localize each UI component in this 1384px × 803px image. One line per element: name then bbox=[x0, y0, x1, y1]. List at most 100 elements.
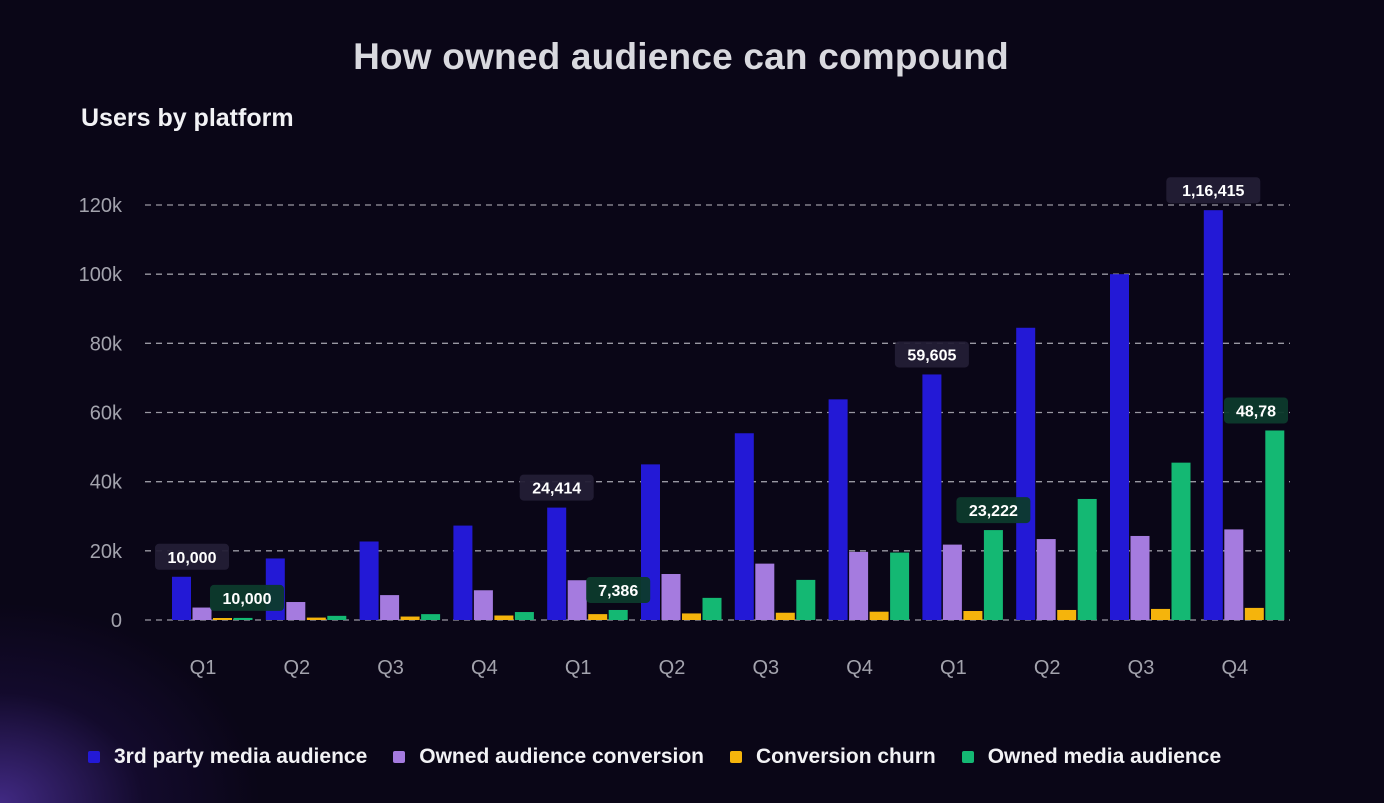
bar bbox=[286, 602, 306, 620]
y-tick-label: 100k bbox=[79, 264, 123, 286]
bar bbox=[661, 574, 681, 620]
bar bbox=[400, 616, 420, 620]
data-label: 59,605 bbox=[894, 341, 969, 368]
bar bbox=[1203, 210, 1223, 620]
legend-item: Owned audience conversion bbox=[393, 745, 704, 769]
bar bbox=[1244, 607, 1264, 620]
x-axis-ticks: Q1 Q2 Q3 Q4 Q1 Q2 Q3 Q4 Q1 Q2 Q3 Q4 bbox=[190, 657, 1248, 679]
bar bbox=[473, 590, 493, 620]
bar bbox=[1036, 539, 1056, 620]
bar bbox=[380, 595, 400, 620]
data-label-text: 10,000 bbox=[168, 550, 217, 567]
data-label: 24,414 bbox=[519, 474, 594, 501]
legend-label: 3rd party media audience bbox=[114, 745, 368, 768]
bar bbox=[755, 563, 775, 620]
y-axis-ticks: 0 20k 40k 60k 80k 100k 120k bbox=[79, 195, 123, 632]
data-label-text: 7,386 bbox=[598, 583, 638, 600]
bar bbox=[233, 617, 253, 620]
data-label-box bbox=[894, 341, 969, 368]
data-label: 23,222 bbox=[956, 497, 1031, 524]
data-label-text: 23,222 bbox=[969, 503, 1018, 520]
data-label: 10,000 bbox=[155, 543, 229, 570]
bar bbox=[702, 597, 722, 620]
legend-item: Owned media audience bbox=[961, 745, 1222, 769]
legend-swatch bbox=[961, 751, 974, 763]
bar bbox=[849, 551, 869, 620]
bar bbox=[567, 580, 587, 620]
legend-swatch bbox=[730, 751, 743, 763]
bar bbox=[1016, 327, 1036, 620]
data-label-box bbox=[1166, 177, 1261, 204]
data-label-box bbox=[1224, 397, 1288, 424]
bar bbox=[890, 552, 910, 620]
data-label-box bbox=[155, 543, 229, 570]
bar bbox=[327, 615, 347, 620]
x-tick-label: Q4 bbox=[846, 657, 873, 679]
bar bbox=[983, 530, 1003, 620]
data-label-text: 59,605 bbox=[907, 347, 956, 364]
bar bbox=[1057, 609, 1077, 620]
bar bbox=[608, 609, 628, 620]
legend-label: Owned media audience bbox=[987, 745, 1222, 768]
x-tick-label: Q3 bbox=[377, 657, 404, 679]
legend-swatch bbox=[393, 751, 406, 763]
data-label-text: 1,16,415 bbox=[1182, 183, 1244, 200]
bar bbox=[359, 541, 379, 620]
bar bbox=[828, 399, 848, 620]
bar bbox=[942, 544, 962, 620]
x-tick-label: Q1 bbox=[565, 657, 592, 679]
data-label: 7,386 bbox=[586, 576, 651, 603]
x-tick-label: Q4 bbox=[471, 657, 498, 679]
bar bbox=[1151, 608, 1170, 620]
legend-swatch bbox=[88, 751, 100, 763]
y-tick-label: 20k bbox=[90, 541, 123, 563]
bar bbox=[922, 374, 942, 620]
bar bbox=[1224, 529, 1244, 620]
data-label-text: 10,000 bbox=[223, 591, 272, 608]
legend-item: 3rd party media audience bbox=[88, 745, 367, 769]
bar bbox=[514, 612, 534, 620]
bar bbox=[1171, 462, 1191, 620]
y-tick-label: 40k bbox=[90, 472, 123, 494]
bar bbox=[682, 613, 701, 620]
data-label-box bbox=[519, 474, 594, 501]
data-labels: 10,000 10,000 24,414 7,386 59,605 23,222 1,16,… bbox=[155, 177, 1288, 611]
bar bbox=[547, 507, 567, 620]
bar bbox=[796, 579, 816, 620]
chart-subtitle: Users by platform bbox=[81, 104, 294, 132]
x-tick-label: Q1 bbox=[940, 657, 967, 679]
x-tick-label: Q2 bbox=[659, 657, 686, 679]
bar bbox=[1077, 498, 1097, 620]
legend-label: Owned audience conversion bbox=[419, 745, 705, 768]
y-tick-label: 80k bbox=[90, 333, 123, 355]
y-tick-label: 120k bbox=[79, 195, 123, 217]
bars bbox=[172, 210, 1285, 620]
legend-label: Conversion churn bbox=[756, 745, 936, 768]
y-tick-label: 60k bbox=[90, 403, 123, 425]
bar bbox=[213, 618, 232, 620]
bar bbox=[734, 433, 754, 620]
data-label-box bbox=[956, 497, 1031, 524]
data-label-text: 48,78 bbox=[1236, 403, 1276, 420]
chart-legend: 3rd party media audience Owned audience c… bbox=[88, 745, 1247, 769]
data-label-text: 24,414 bbox=[532, 481, 581, 498]
bar bbox=[963, 611, 983, 620]
data-label-box bbox=[586, 576, 651, 603]
x-tick-label: Q1 bbox=[190, 657, 217, 679]
x-tick-label: Q3 bbox=[752, 657, 779, 679]
bar bbox=[1130, 535, 1150, 620]
bar bbox=[421, 614, 441, 620]
legend-item: Conversion churn bbox=[730, 745, 936, 769]
x-tick-label: Q2 bbox=[283, 657, 310, 679]
bar bbox=[1110, 274, 1129, 620]
x-tick-label: Q2 bbox=[1034, 657, 1061, 679]
bar bbox=[494, 615, 514, 620]
bar bbox=[306, 617, 326, 620]
bar bbox=[1265, 430, 1285, 620]
chart-title: How owned audience can compound bbox=[353, 36, 1009, 77]
y-tick-label: 0 bbox=[111, 610, 122, 632]
bar bbox=[588, 614, 608, 620]
data-label-box bbox=[210, 584, 284, 611]
